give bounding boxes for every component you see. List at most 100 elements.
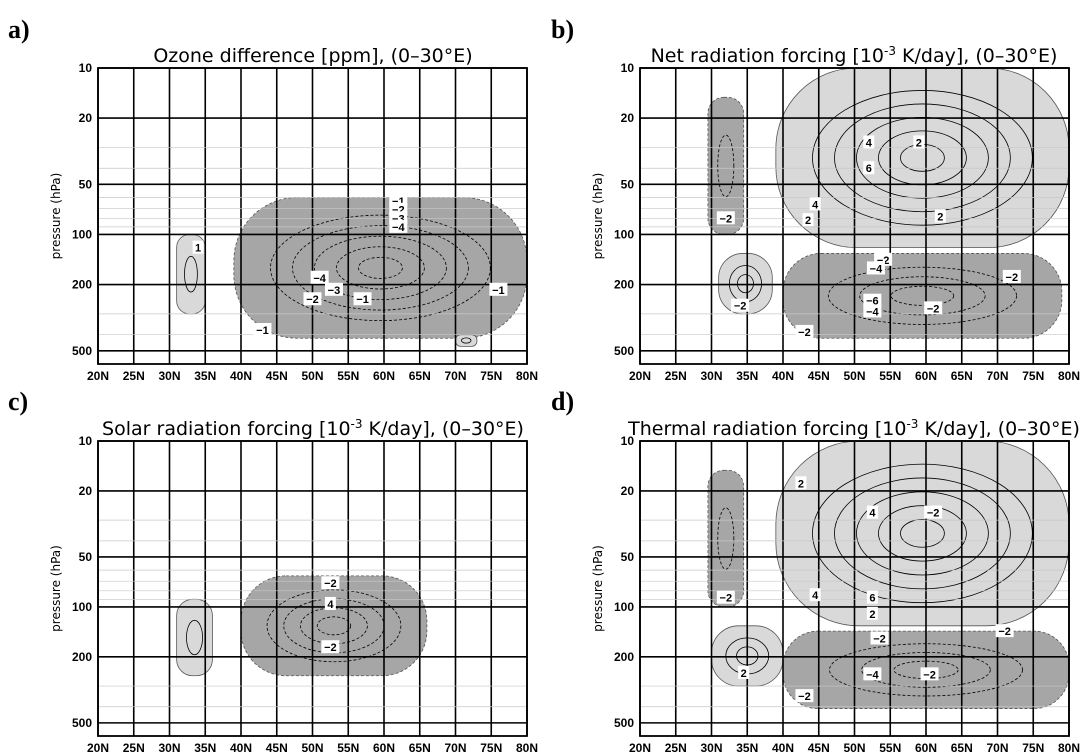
contour-label-bg [731, 298, 750, 312]
x-tick-label: 55N [879, 741, 901, 753]
x-tick-label: 50N [843, 369, 865, 383]
contour-line [717, 134, 735, 198]
contour-label-bg [924, 301, 943, 315]
x-tick-label: 70N [986, 369, 1008, 383]
x-tick-label: 70N [986, 741, 1008, 753]
contour-label: −4 [392, 222, 405, 234]
x-tick-label: 25N [123, 369, 145, 383]
panel-4: d) Thermal radiation forcing [10-3 K/day]… [551, 387, 1080, 753]
x-tick-label: 35N [194, 369, 216, 383]
x-tick-label: 30N [700, 741, 722, 753]
contour-label-bg [920, 667, 939, 681]
y-tick-label: 10 [621, 61, 635, 75]
x-tick-label: 25N [123, 741, 145, 753]
panel-title: Net radiation forcing [10-3 K/day], (0–3… [651, 44, 1058, 67]
x-tick-label: 75N [1022, 369, 1044, 383]
y-tick-label: 10 [621, 434, 635, 448]
x-tick-label: 65N [409, 741, 431, 753]
x-tick-label: 40N [772, 369, 794, 383]
panel-letter: b) [551, 15, 574, 44]
x-tick-label: 65N [951, 741, 973, 753]
y-tick-label: 100 [614, 227, 634, 241]
contour-label-bg [866, 261, 885, 275]
x-tick-label: 60N [373, 369, 395, 383]
contour-label-bg [809, 588, 821, 602]
panel-title: Solar radiation forcing [10-3 K/day], (0… [102, 417, 524, 440]
contour-label: 2 [741, 668, 747, 680]
contour-label: −4 [866, 306, 879, 318]
x-tick-label: 35N [736, 369, 758, 383]
x-tick-label: 50N [301, 369, 323, 383]
y-axis-label: pressure (hPa) [49, 545, 63, 632]
shaded-region-negative [240, 575, 428, 677]
contour-label-bg [913, 135, 925, 149]
contour-label: −2 [324, 578, 337, 590]
y-axis-label: pressure (hPa) [591, 173, 605, 260]
x-tick-label: 50N [301, 741, 323, 753]
x-tick-label: 70N [444, 369, 466, 383]
x-tick-label: 30N [700, 369, 722, 383]
contour-line [812, 90, 1033, 226]
x-tick-label: 25N [665, 369, 687, 383]
contour-label-bg [863, 304, 882, 318]
contour-line [859, 276, 986, 316]
x-tick-label: 80N [1058, 369, 1080, 383]
contour-label-bg [716, 590, 735, 604]
y-tick-label: 200 [614, 278, 634, 292]
contour-label-bg [321, 576, 340, 590]
contour-label: 6 [869, 593, 875, 605]
contour-label: −1 [492, 285, 505, 297]
contour-line [336, 246, 425, 290]
shaded-region-negative [782, 253, 1063, 339]
contour-label-bg [303, 292, 322, 306]
contour-line [266, 589, 402, 663]
contour-label: −2 [927, 303, 940, 315]
x-tick-label: 75N [1022, 741, 1044, 753]
x-tick-label: 30N [158, 741, 180, 753]
contour-line [292, 225, 469, 311]
x-tick-label: 35N [736, 741, 758, 753]
x-tick-label: 20N [87, 369, 109, 383]
panel-title: Ozone difference [ppm], (0–30°E) [153, 45, 472, 67]
contour-label-bg [489, 282, 508, 296]
shaded-region-positive [775, 67, 1070, 249]
y-tick-label: 20 [621, 484, 635, 498]
contour-label: −1 [256, 325, 269, 337]
y-tick-label: 50 [79, 177, 93, 191]
contour-label: 6 [866, 163, 872, 175]
x-tick-label: 80N [1058, 741, 1080, 753]
shaded-region-positive [176, 598, 213, 677]
contour-label: 4 [812, 590, 819, 602]
contour-line [316, 616, 352, 636]
contour-label-bg [795, 324, 814, 338]
contour-line [270, 214, 491, 322]
contour-label: 2 [916, 137, 922, 149]
y-tick-label: 50 [621, 177, 635, 191]
contour-label-bg [863, 667, 882, 681]
contour-label: −3 [328, 285, 341, 297]
x-tick-label: 45N [808, 369, 830, 383]
contour-label: −2 [923, 669, 936, 681]
contour-label: −4 [313, 273, 326, 285]
contour-label: 2 [869, 609, 875, 621]
y-tick-label: 20 [621, 111, 635, 125]
x-tick-label: 45N [808, 741, 830, 753]
y-tick-label: 200 [72, 650, 92, 664]
contour-label: −2 [734, 301, 747, 313]
x-tick-label: 55N [879, 369, 901, 383]
x-tick-label: 60N [373, 741, 395, 753]
x-tick-label: 45N [266, 741, 288, 753]
y-axis-label: pressure (hPa) [591, 545, 605, 632]
contour-line [900, 519, 945, 548]
contour-label: −2 [798, 691, 811, 703]
panel-3: c) Solar radiation forcing [10-3 K/day], … [8, 387, 538, 753]
contour-label: 2 [805, 215, 811, 227]
x-tick-label: 25N [665, 741, 687, 753]
contour-label: 2 [798, 478, 804, 490]
contour-label: −2 [720, 213, 733, 225]
contour-label: 2 [937, 212, 943, 224]
contour-label: −2 [324, 642, 337, 654]
contour-line [856, 491, 989, 576]
contour-line [460, 337, 472, 344]
